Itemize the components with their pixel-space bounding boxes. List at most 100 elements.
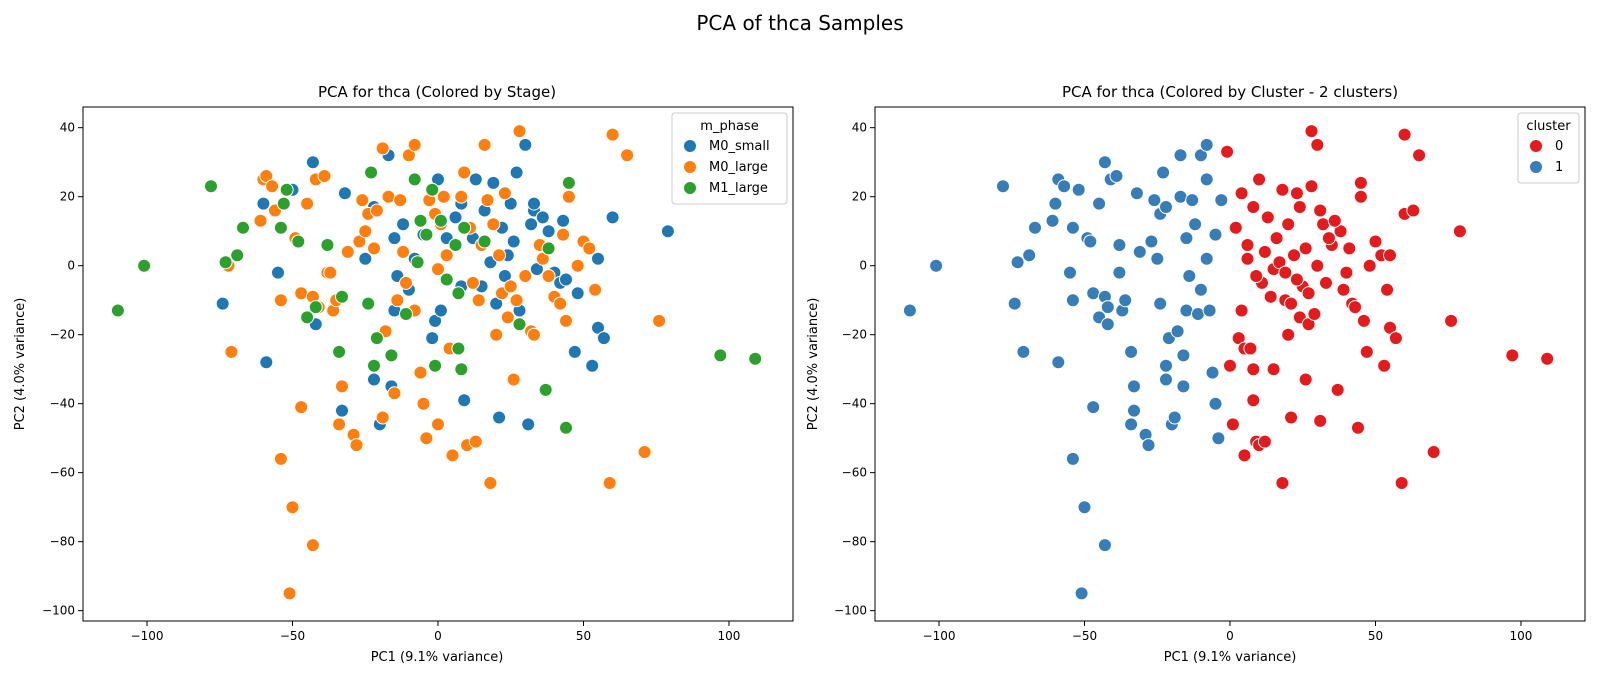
stage-point-M0_large bbox=[358, 224, 373, 239]
cluster-legend-marker-1 bbox=[1529, 160, 1543, 174]
stage-point-M1_large bbox=[279, 182, 294, 197]
stage-point-M0_small bbox=[529, 262, 544, 277]
stage-point-M0_large bbox=[300, 196, 315, 211]
cluster-point-0 bbox=[1220, 144, 1235, 159]
stage-point-M0_large bbox=[332, 417, 347, 432]
stage-point-M0_small bbox=[256, 196, 271, 211]
stage-point-M1_large bbox=[230, 248, 245, 263]
stage-point-M0_large bbox=[527, 327, 541, 342]
cluster-point-1 bbox=[1159, 372, 1173, 387]
cluster-point-1 bbox=[902, 303, 917, 318]
cluster-point-0 bbox=[1353, 189, 1368, 204]
cluster-point-1 bbox=[1182, 269, 1197, 283]
cluster-point-0 bbox=[1356, 313, 1371, 328]
stage-y-tick-label: −80 bbox=[50, 535, 75, 549]
cluster-point-1 bbox=[1127, 403, 1141, 418]
stage-point-M1_large bbox=[218, 255, 233, 270]
stage-point-M0_large bbox=[570, 258, 585, 273]
cluster-point-1 bbox=[1057, 179, 1072, 194]
cluster-y-axis-label: PC2 (4.0% variance) bbox=[806, 298, 821, 431]
cluster-point-0 bbox=[1266, 362, 1281, 377]
stage-point-M0_large bbox=[375, 141, 390, 156]
stage-legend-label-M0_large: M0_large bbox=[709, 160, 768, 175]
stage-point-M0_large bbox=[468, 434, 483, 449]
stage-point-M0_large bbox=[282, 586, 297, 601]
cluster-point-0 bbox=[1304, 124, 1319, 139]
stage-point-M1_large bbox=[332, 344, 347, 359]
stage-y-tick-label: −60 bbox=[50, 466, 75, 480]
stage-point-M0_large bbox=[355, 193, 370, 208]
cluster-point-0 bbox=[1540, 351, 1555, 366]
stage-point-M0_small bbox=[468, 172, 483, 187]
cluster-point-0 bbox=[1342, 241, 1357, 256]
stage-legend-label-M0_small: M0_small bbox=[709, 139, 770, 154]
cluster-y-tick-label: 20 bbox=[852, 190, 867, 204]
stage-point-M0_small bbox=[570, 286, 585, 301]
stage-y-tick-label: 20 bbox=[60, 190, 75, 204]
stage-point-M0_large bbox=[396, 244, 411, 259]
stage-point-M0_small bbox=[425, 331, 440, 346]
stage-point-M0_small bbox=[559, 272, 573, 287]
stage-point-M0_large bbox=[492, 248, 507, 263]
cluster-point-0 bbox=[1284, 296, 1299, 311]
cluster-point-1 bbox=[1179, 303, 1194, 318]
stage-x-axis-label: PC1 (9.1% variance) bbox=[371, 650, 504, 665]
stage-point-M1_large bbox=[428, 358, 443, 373]
stage-point-M0_large bbox=[497, 186, 512, 201]
stage-point-M0_large bbox=[509, 293, 524, 308]
cluster-point-0 bbox=[1307, 307, 1322, 321]
stage-point-M0_small bbox=[591, 251, 605, 266]
cluster-point-0 bbox=[1319, 275, 1333, 290]
stage-point-M0_large bbox=[335, 379, 349, 394]
stage-point-M0_large bbox=[367, 241, 381, 256]
cluster-x-tick-label: 0 bbox=[1226, 629, 1234, 643]
stage-point-M0_large bbox=[605, 127, 620, 142]
cluster-point-1 bbox=[1129, 186, 1144, 201]
cluster-y-tick-label: 40 bbox=[852, 121, 867, 135]
stage-point-M1_large bbox=[367, 358, 381, 373]
stage-point-M0_large bbox=[413, 365, 428, 380]
stage-point-M1_large bbox=[110, 303, 125, 318]
stage-point-M0_small bbox=[660, 224, 675, 239]
stage-point-M0_small bbox=[358, 251, 373, 266]
stage-point-M0_large bbox=[582, 241, 597, 256]
stage-point-M0_large bbox=[390, 293, 405, 308]
stage-x-tick-label: 50 bbox=[576, 629, 591, 643]
cluster-point-1 bbox=[1118, 293, 1133, 308]
stage-legend-title: m_phase bbox=[700, 119, 758, 134]
cluster-point-0 bbox=[1452, 224, 1467, 239]
stage-point-M0_large bbox=[285, 500, 300, 515]
stage-point-M0_large bbox=[489, 327, 504, 342]
cluster-point-1 bbox=[1065, 220, 1080, 235]
stage-point-M0_large bbox=[273, 451, 288, 466]
stage-point-M1_large bbox=[276, 196, 291, 211]
cluster-point-0 bbox=[1313, 413, 1328, 428]
cluster-point-1 bbox=[1016, 344, 1031, 359]
cluster-point-0 bbox=[1505, 348, 1520, 363]
stage-point-M1_large bbox=[419, 227, 434, 242]
stage-point-M1_large bbox=[425, 182, 440, 197]
cluster-point-1 bbox=[1045, 213, 1060, 228]
stage-point-M0_large bbox=[553, 296, 568, 311]
stage-point-M0_small bbox=[259, 355, 274, 370]
stage-point-M1_large bbox=[439, 272, 454, 287]
stage-scatter-panel: PCA for thca (Colored by Stage) −100 −50 0… bbox=[13, 83, 794, 665]
cluster-point-0 bbox=[1412, 148, 1427, 163]
cluster-point-1 bbox=[1191, 307, 1205, 321]
stage-legend-marker-M0_small bbox=[683, 139, 697, 153]
cluster-legend-marker-0 bbox=[1529, 139, 1543, 153]
cluster-point-1 bbox=[1086, 286, 1101, 301]
stage-point-M1_large bbox=[300, 310, 315, 325]
cluster-point-0 bbox=[1289, 272, 1304, 287]
cluster-point-0 bbox=[1321, 231, 1336, 246]
cluster-point-0 bbox=[1298, 372, 1313, 387]
cluster-point-0 bbox=[1310, 258, 1325, 273]
stage-point-M1_large bbox=[291, 234, 306, 249]
cluster-point-0 bbox=[1257, 244, 1272, 259]
stage-point-M0_large bbox=[477, 137, 492, 152]
stage-legend-label-M1_large: M1_large bbox=[709, 181, 768, 196]
cluster-legend-title: cluster bbox=[1526, 119, 1571, 134]
cluster-point-1 bbox=[1167, 410, 1182, 425]
cluster-point-0 bbox=[1380, 282, 1395, 297]
stage-point-M0_large bbox=[305, 538, 320, 553]
